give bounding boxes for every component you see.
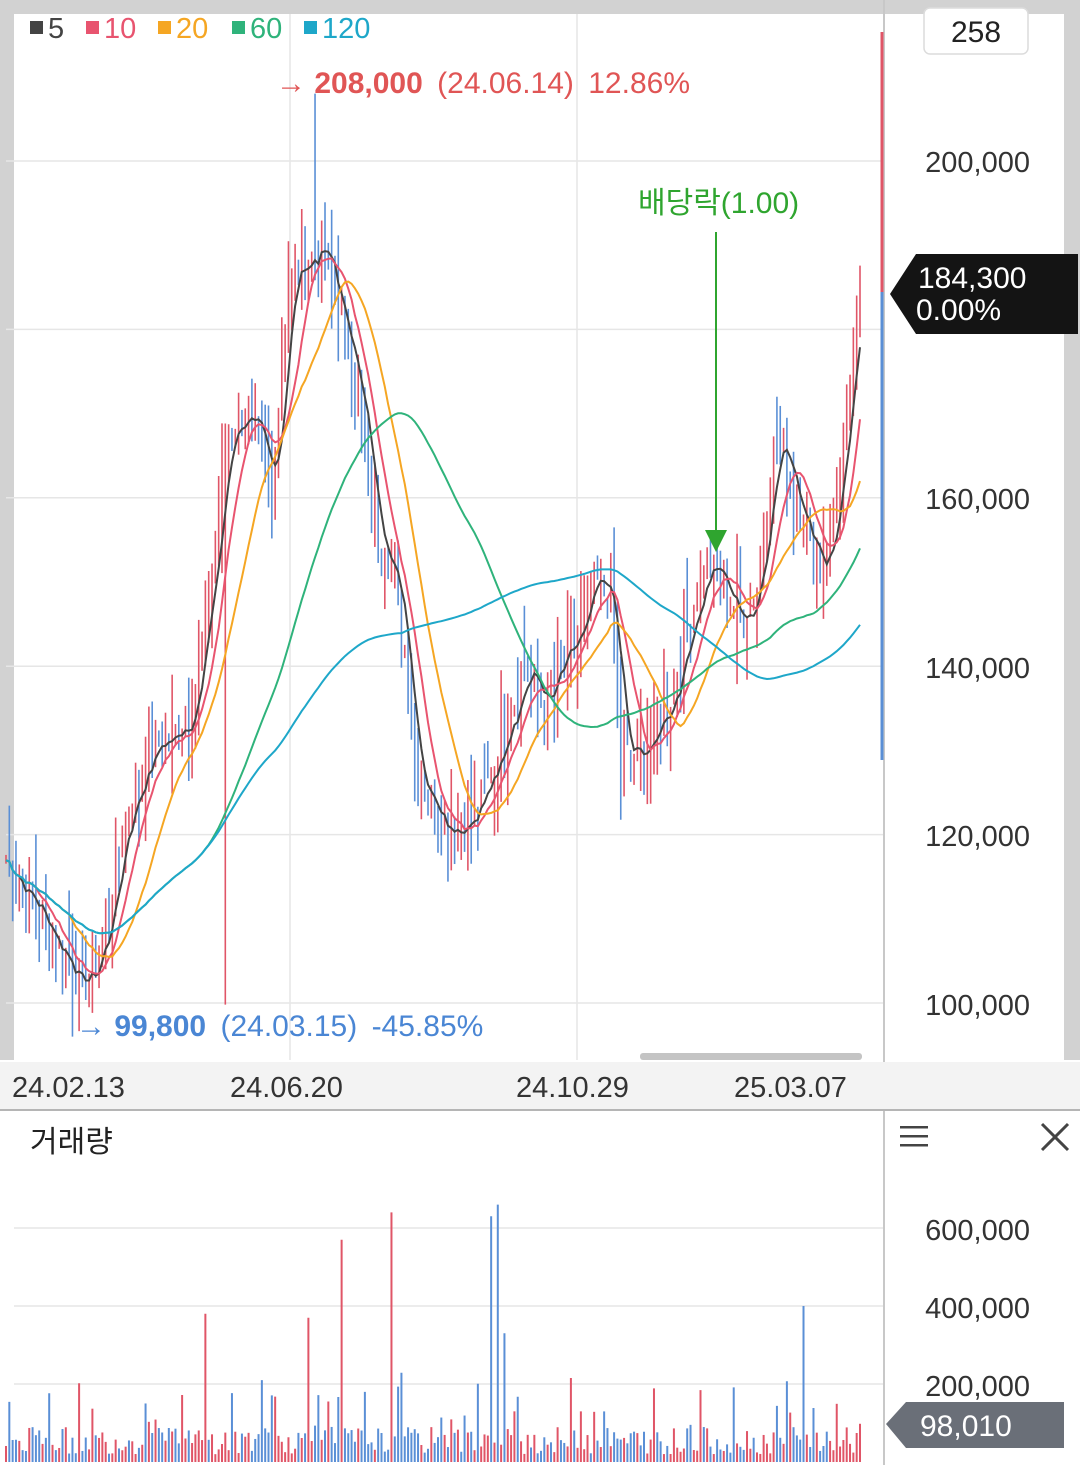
date-axis-label: 24.02.13 — [12, 1072, 125, 1104]
high-value: 208,000 — [314, 67, 422, 100]
ma-line-120 — [5, 568, 861, 935]
current-price-tag — [890, 254, 1078, 334]
legend-swatch — [304, 21, 317, 34]
date-axis-label: 25.03.07 — [734, 1072, 847, 1104]
low-value: 99,800 — [114, 1010, 206, 1043]
volume-axis-label: 600,000 — [925, 1215, 1030, 1247]
high-date: (24.06.14) — [437, 67, 574, 100]
volume-gridlines — [14, 1227, 884, 1385]
moving-average-lines — [5, 250, 861, 982]
price-axis-label: 140,000 — [925, 653, 1030, 685]
high-arrow: → — [276, 67, 306, 100]
volume-axis-label: 200,000 — [925, 1371, 1030, 1403]
volume-panel-title: 거래량 — [30, 1126, 113, 1159]
low-annotation: → 99,800 (24.03.15) -45.85% — [76, 1010, 483, 1043]
volume-bars — [5, 1204, 861, 1462]
legend-label: 10 — [104, 13, 136, 45]
dividend-annotation: 배당락(1.00) — [638, 187, 799, 220]
date-axis-label: 24.10.29 — [516, 1072, 629, 1104]
price-axis-label: 100,000 — [925, 990, 1030, 1022]
current-volume: 98,010 — [920, 1410, 1012, 1443]
legend-label: 60 — [250, 13, 282, 45]
current-price: 184,300 — [918, 262, 1026, 295]
price-axis-label: 120,000 — [925, 821, 1030, 853]
current-volume-tag — [886, 1402, 1064, 1448]
legend-swatch — [232, 21, 245, 34]
high-annotation: → 208,000 (24.06.14) 12.86% — [276, 67, 690, 100]
ma-line-20 — [5, 280, 861, 958]
date-axis-band — [0, 1062, 884, 1110]
low-arrow: → — [76, 1010, 106, 1043]
dividend-arrow-head — [705, 530, 727, 552]
legend-label: 120 — [322, 13, 370, 45]
volume-axis-label: 400,000 — [925, 1293, 1030, 1325]
candle-count: 258 — [951, 16, 1001, 49]
ma-line-5 — [5, 250, 861, 982]
low-date: (24.03.15) — [220, 1010, 357, 1043]
legend-swatch — [86, 21, 99, 34]
legend-label: 20 — [176, 13, 208, 45]
legend-swatch — [158, 21, 171, 34]
horizontal-scrollbar[interactable] — [640, 1053, 862, 1060]
low-pct: -45.85% — [372, 1010, 484, 1043]
price-axis-label: 160,000 — [925, 484, 1030, 516]
current-change: 0.00% — [916, 294, 1001, 327]
high-pct: 12.86% — [588, 67, 690, 100]
close-icon[interactable] — [1036, 1118, 1074, 1156]
ma-legend: 5 10 20 60 120 — [30, 13, 370, 45]
candle-count-box[interactable] — [923, 7, 1029, 55]
price-axis-label: 200,000 — [925, 147, 1030, 179]
legend-swatch — [30, 21, 43, 34]
date-axis-label: 24.06.20 — [230, 1072, 343, 1104]
ma-line-10 — [5, 257, 861, 975]
menu-icon[interactable] — [898, 1120, 934, 1156]
legend-label: 5 — [48, 13, 64, 45]
